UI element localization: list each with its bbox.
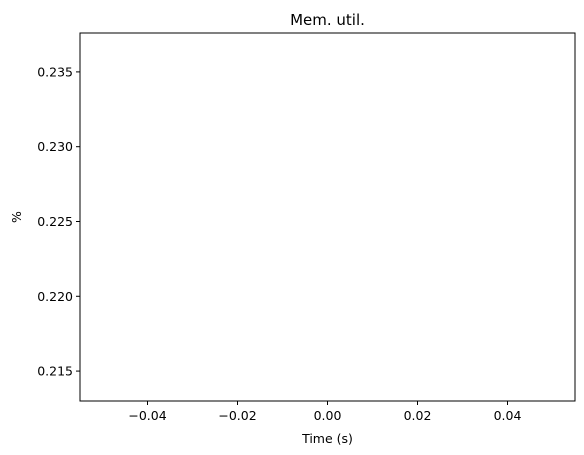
- chart-title: Mem. util.: [290, 11, 365, 29]
- x-tick-label: 0.02: [404, 408, 432, 423]
- x-tick-label: 0.04: [494, 408, 522, 423]
- y-axis-label: %: [9, 211, 24, 223]
- y-axis-ticks: 0.215 0.220 0.225 0.230 0.235: [37, 64, 80, 379]
- y-tick-label: 0.225: [37, 214, 73, 229]
- y-tick-label: 0.220: [37, 289, 73, 304]
- x-axis-ticks: −0.04 −0.02 0.00 0.02 0.04: [128, 401, 521, 423]
- plot-area-background: [80, 33, 575, 401]
- y-tick-label: 0.215: [37, 364, 73, 379]
- y-tick-label: 0.230: [37, 139, 73, 154]
- x-tick-label: −0.04: [128, 408, 166, 423]
- x-tick-label: −0.02: [218, 408, 256, 423]
- x-tick-label: 0.00: [314, 408, 342, 423]
- x-axis-label: Time (s): [301, 431, 353, 446]
- plot-frame: [79, 32, 576, 402]
- y-tick-label: 0.235: [37, 64, 73, 79]
